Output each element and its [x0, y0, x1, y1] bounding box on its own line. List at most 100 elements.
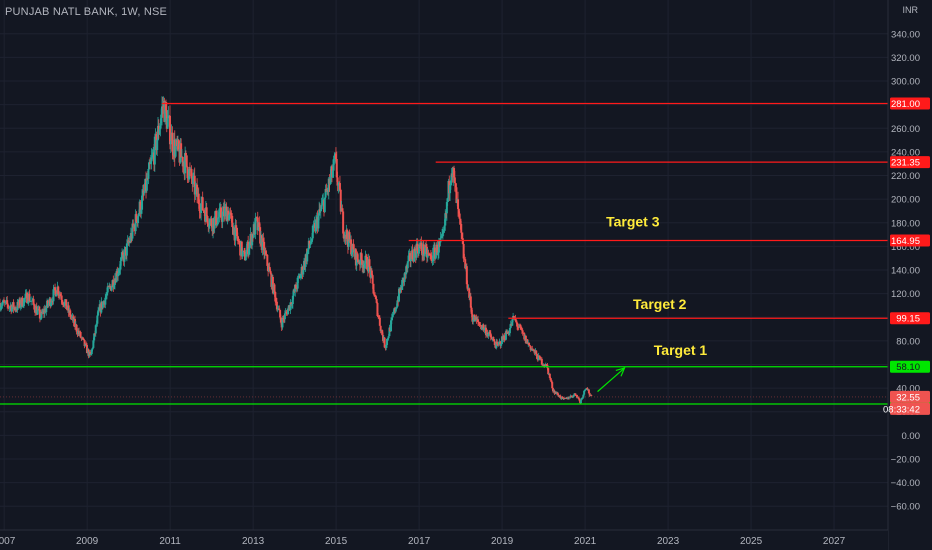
candle-body: [292, 289, 295, 296]
candle-body: [205, 207, 208, 217]
candle-body: [528, 345, 531, 347]
candle-body: [333, 158, 336, 160]
candle-body: [520, 326, 523, 330]
candle-body: [368, 259, 371, 267]
candle-body: [397, 288, 400, 302]
candle-body: [295, 288, 298, 290]
candle-body: [174, 145, 177, 157]
candle-body: [216, 224, 219, 226]
candle-body: [185, 155, 188, 167]
candle-body: [131, 223, 134, 239]
candle-body: [564, 398, 567, 400]
candle-body: [164, 102, 167, 111]
candle-body: [466, 284, 469, 290]
candle-body: [101, 301, 104, 308]
y-tick-label: 120.00: [891, 289, 920, 300]
candle-body: [210, 218, 213, 226]
candle-body: [160, 114, 163, 124]
candle-body: [572, 394, 575, 397]
candle-body: [580, 398, 583, 400]
candle-body: [159, 123, 162, 130]
candle-body: [472, 319, 475, 322]
candle-body: [366, 256, 369, 270]
candle-body: [430, 255, 433, 262]
candle-body: [28, 293, 31, 302]
resistance-price-label-tag: [890, 156, 930, 169]
candle-body: [2, 300, 5, 302]
level-price-labels: 281.00231.35164.9599.1558.1026.5532.5508…: [883, 97, 930, 415]
candle-body: [391, 314, 394, 318]
candle-body: [323, 197, 326, 212]
candle-body: [63, 301, 66, 306]
candle-body: [259, 227, 262, 244]
symbol-info[interactable]: PUNJAB NATL BANK, 1W, NSE: [5, 6, 168, 18]
candle-body: [279, 317, 282, 323]
candle-body: [516, 322, 519, 327]
candle-body: [588, 393, 591, 396]
candle-body: [104, 297, 107, 305]
candle-body: [538, 355, 541, 357]
candle-body: [0, 305, 3, 307]
candle-body: [92, 340, 95, 348]
support-price-label: 58.10: [896, 362, 920, 373]
candle-body: [500, 344, 503, 346]
candle-body: [40, 311, 43, 319]
y-tick-label: 80.00: [896, 336, 920, 347]
candle-body: [416, 243, 419, 251]
candle-body: [459, 218, 462, 225]
candle-body: [203, 210, 206, 213]
candle-body: [424, 245, 427, 255]
candle-body: [107, 286, 110, 288]
price-axis[interactable]: INR−60.00−40.00−20.000.0020.0040.0060.00…: [887, 0, 932, 550]
candle-body: [428, 253, 431, 255]
candle-body: [137, 213, 140, 217]
candle-body: [551, 382, 554, 389]
candle-body: [215, 210, 218, 226]
candle-body: [158, 129, 161, 135]
candle-body: [423, 254, 426, 256]
candle-body: [331, 170, 334, 178]
candle-body: [487, 334, 490, 337]
candle-body: [149, 161, 152, 164]
y-tick-label: 340.00: [891, 29, 920, 40]
candle-body: [50, 300, 53, 303]
candle-body: [386, 338, 389, 340]
candle-body: [583, 390, 586, 391]
candle-body: [426, 253, 429, 258]
candle-body: [91, 347, 94, 350]
time-axis[interactable]: 2007 2009 2011 2013 2015 2017 2019 2021 2023 2025…: [0, 529, 888, 550]
candle-body: [295, 284, 298, 289]
candle-body: [6, 300, 9, 305]
candle-body: [94, 325, 97, 334]
candle-body: [335, 159, 338, 178]
candle-body: [8, 306, 11, 308]
candle-body: [206, 216, 209, 224]
y-tick-label: 240.00: [891, 147, 920, 158]
candle-body: [311, 225, 314, 239]
candle-body: [228, 214, 231, 221]
candle-body: [143, 191, 146, 194]
candle-body: [364, 255, 367, 264]
candle-body: [166, 118, 169, 129]
x-tick-label: 2021: [574, 536, 597, 547]
candle-body: [312, 224, 315, 226]
candle-body: [450, 173, 453, 181]
candle-body: [383, 337, 386, 348]
candle-body: [54, 287, 57, 291]
candle-body: [434, 252, 437, 259]
candle-body: [26, 292, 29, 304]
candle-body: [547, 368, 550, 375]
candle-body: [1, 303, 4, 306]
candle-body: [318, 209, 321, 216]
candle-body: [375, 299, 378, 303]
candle-body: [241, 251, 244, 257]
candle-body: [577, 397, 580, 399]
candle-body: [81, 337, 84, 339]
candle-body: [512, 316, 515, 319]
candle-body: [584, 389, 587, 391]
candle-body: [97, 308, 100, 311]
target-label: Target 1: [654, 342, 708, 358]
candle-body: [52, 289, 55, 302]
resistance-price-label: 164.95: [891, 236, 920, 247]
